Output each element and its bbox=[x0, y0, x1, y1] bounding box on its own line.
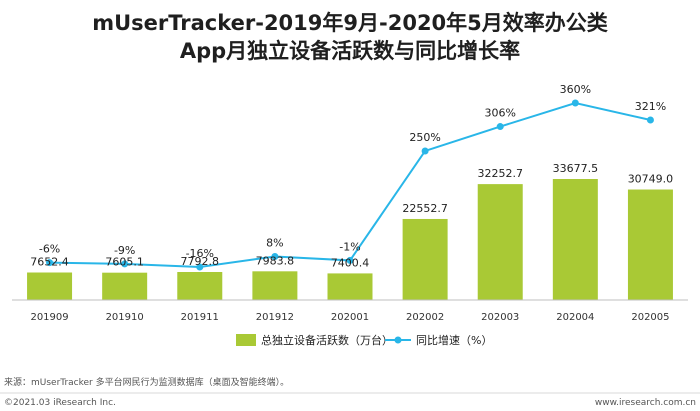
growth-point-202003 bbox=[496, 123, 504, 131]
growth-value-label: -1% bbox=[339, 240, 360, 253]
growth-point-201910 bbox=[121, 260, 129, 268]
source-note: 来源：mUserTracker 多平台网民行为监测数据库（桌面及智能终端）。 bbox=[4, 376, 289, 388]
labels-layer: 7652.4 7605.1 7792.8 7983.8 7400.4 22552.7 322… bbox=[30, 83, 673, 269]
x-tick-label: 201909 bbox=[30, 312, 68, 323]
growth-point-202004 bbox=[571, 99, 579, 107]
line-layer bbox=[46, 99, 654, 271]
growth-value-label: -16% bbox=[186, 247, 214, 260]
bar-202003 bbox=[477, 184, 523, 300]
legend: 总独立设备活跃数（万台） 同比增速（%） bbox=[236, 333, 492, 347]
chart-title-line-2: App月独立设备活跃数与同比增长率 bbox=[180, 39, 520, 63]
bar-201910 bbox=[102, 272, 148, 300]
bar-202004 bbox=[552, 179, 598, 300]
ticks-layer: 201909 201910 201911 201912 202001 202002 2020… bbox=[30, 312, 669, 323]
growth-value-label: 8% bbox=[266, 237, 283, 250]
bar-value-label: 7652.4 bbox=[30, 256, 69, 269]
bars-layer bbox=[27, 179, 673, 300]
growth-point-201909 bbox=[46, 259, 54, 267]
bar-201909 bbox=[27, 272, 73, 300]
bar-value-label: 33677.5 bbox=[553, 162, 599, 175]
x-tick-label: 202001 bbox=[331, 312, 369, 323]
x-tick-label: 201912 bbox=[256, 312, 294, 323]
legend-bar-swatch bbox=[236, 334, 256, 346]
growth-value-label: -9% bbox=[114, 244, 135, 257]
growth-point-202005 bbox=[646, 116, 654, 124]
x-tick-label: 202004 bbox=[556, 312, 594, 323]
growth-value-label: 360% bbox=[560, 83, 591, 96]
bar-value-label: 7605.1 bbox=[105, 256, 144, 269]
bar-value-label: 7792.8 bbox=[181, 255, 220, 268]
growth-point-201912 bbox=[271, 253, 279, 261]
copyright: ©2021.03 iResearch Inc. bbox=[4, 398, 116, 408]
chart-title-line-1: mUserTracker-2019年9月-2020年5月效率办公类 bbox=[92, 11, 609, 35]
website: www.iresearch.com.cn bbox=[595, 398, 696, 408]
growth-point-201911 bbox=[196, 263, 204, 271]
growth-value-label: 321% bbox=[635, 100, 666, 113]
x-tick-label: 202005 bbox=[631, 312, 669, 323]
bar-value-label: 7400.4 bbox=[331, 256, 370, 269]
x-tick-label: 201910 bbox=[106, 312, 144, 323]
growth-point-202001 bbox=[346, 256, 354, 264]
x-tick-label: 201911 bbox=[181, 312, 219, 323]
bar-202001 bbox=[327, 273, 373, 300]
bar-value-label: 22552.7 bbox=[402, 202, 448, 215]
growth-value-label: 306% bbox=[484, 107, 515, 120]
bar-201912 bbox=[252, 271, 298, 300]
legend-line-label: 同比增速（%） bbox=[416, 333, 492, 347]
growth-value-label: -6% bbox=[39, 243, 60, 256]
bar-value-label: 7983.8 bbox=[256, 254, 295, 267]
bar-202002 bbox=[402, 218, 448, 300]
x-tick-label: 202002 bbox=[406, 312, 444, 323]
bar-201911 bbox=[177, 272, 223, 300]
growth-value-label: 250% bbox=[409, 131, 440, 144]
x-tick-label: 202003 bbox=[481, 312, 519, 323]
bar-202005 bbox=[627, 189, 673, 300]
bar-value-label: 30749.0 bbox=[628, 173, 674, 186]
legend-bar-label: 总独立设备活跃数（万台） bbox=[261, 333, 393, 347]
growth-point-202002 bbox=[421, 147, 429, 155]
bar-value-label: 32252.7 bbox=[477, 167, 523, 180]
legend-line-marker bbox=[394, 336, 402, 344]
